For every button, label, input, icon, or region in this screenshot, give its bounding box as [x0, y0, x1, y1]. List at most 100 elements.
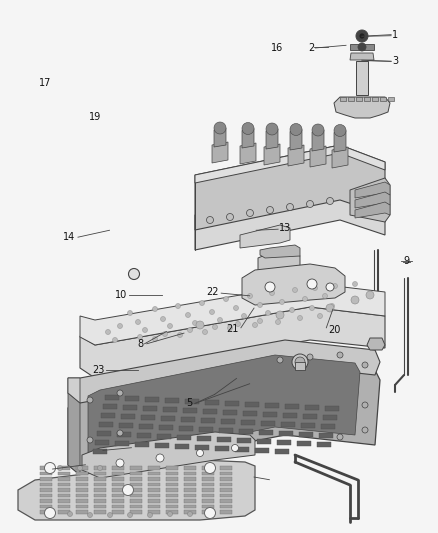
Bar: [299, 432, 313, 437]
Bar: [40, 494, 52, 497]
Bar: [199, 427, 213, 432]
Circle shape: [152, 306, 158, 311]
Circle shape: [214, 122, 226, 134]
Bar: [220, 482, 232, 486]
Text: 9: 9: [403, 256, 409, 266]
Bar: [184, 499, 196, 503]
Bar: [239, 429, 253, 434]
Bar: [220, 466, 232, 470]
Circle shape: [295, 357, 305, 367]
Bar: [101, 413, 115, 418]
Polygon shape: [334, 97, 390, 118]
Circle shape: [276, 311, 284, 319]
Polygon shape: [195, 185, 385, 250]
Circle shape: [312, 124, 324, 136]
Text: 1: 1: [392, 30, 399, 39]
Circle shape: [78, 465, 82, 471]
Bar: [145, 397, 159, 402]
Bar: [137, 433, 151, 438]
Circle shape: [127, 513, 133, 518]
Bar: [112, 510, 124, 513]
Circle shape: [186, 312, 191, 318]
Polygon shape: [356, 97, 362, 101]
Bar: [94, 510, 106, 513]
Bar: [94, 466, 106, 470]
Circle shape: [197, 449, 204, 456]
Circle shape: [148, 513, 152, 518]
Bar: [76, 510, 88, 513]
Bar: [58, 505, 70, 508]
Bar: [221, 419, 235, 424]
Circle shape: [226, 214, 233, 221]
Bar: [76, 472, 88, 475]
Circle shape: [236, 321, 240, 327]
Bar: [148, 510, 160, 513]
Circle shape: [187, 327, 192, 333]
Bar: [184, 482, 196, 486]
Circle shape: [128, 269, 139, 279]
Text: 14: 14: [63, 232, 75, 242]
Bar: [202, 466, 214, 470]
Polygon shape: [367, 338, 385, 350]
Circle shape: [87, 437, 93, 443]
Bar: [94, 505, 106, 508]
Circle shape: [98, 465, 102, 471]
Circle shape: [334, 125, 346, 136]
Bar: [76, 505, 88, 508]
Bar: [215, 446, 229, 451]
Bar: [112, 494, 124, 497]
Polygon shape: [334, 131, 346, 152]
Circle shape: [113, 337, 117, 343]
Bar: [148, 472, 160, 475]
Bar: [303, 414, 317, 419]
Bar: [58, 494, 70, 497]
Polygon shape: [214, 128, 226, 147]
Text: 16: 16: [271, 43, 283, 53]
Bar: [141, 415, 155, 420]
Bar: [305, 405, 319, 410]
Bar: [183, 408, 197, 413]
Polygon shape: [350, 53, 374, 60]
Circle shape: [279, 300, 285, 304]
Circle shape: [258, 319, 262, 324]
Bar: [40, 488, 52, 491]
Bar: [130, 477, 142, 481]
Bar: [130, 466, 142, 470]
Circle shape: [276, 319, 280, 325]
Text: 23: 23: [92, 366, 104, 375]
Bar: [297, 441, 311, 446]
Circle shape: [290, 308, 294, 312]
Bar: [121, 414, 135, 419]
Bar: [257, 439, 271, 444]
Bar: [202, 472, 214, 475]
Bar: [112, 505, 124, 508]
Polygon shape: [295, 362, 305, 370]
Polygon shape: [260, 245, 300, 258]
Bar: [184, 472, 196, 475]
Bar: [202, 477, 214, 481]
Circle shape: [326, 304, 334, 312]
Bar: [263, 412, 277, 417]
Bar: [95, 440, 109, 445]
Polygon shape: [68, 360, 380, 475]
Circle shape: [142, 327, 148, 333]
Circle shape: [337, 352, 343, 358]
Bar: [94, 482, 106, 486]
Bar: [148, 505, 160, 508]
Polygon shape: [82, 432, 255, 478]
Circle shape: [223, 296, 229, 302]
Bar: [166, 482, 178, 486]
Circle shape: [326, 283, 334, 291]
Bar: [219, 428, 233, 433]
Circle shape: [135, 319, 141, 325]
Circle shape: [362, 427, 368, 433]
Circle shape: [160, 317, 166, 321]
Circle shape: [107, 513, 113, 518]
Bar: [220, 510, 232, 513]
Bar: [117, 432, 131, 437]
Circle shape: [332, 284, 338, 288]
Bar: [321, 424, 335, 429]
Circle shape: [205, 507, 215, 519]
Text: 3: 3: [392, 56, 399, 66]
Bar: [279, 431, 293, 436]
